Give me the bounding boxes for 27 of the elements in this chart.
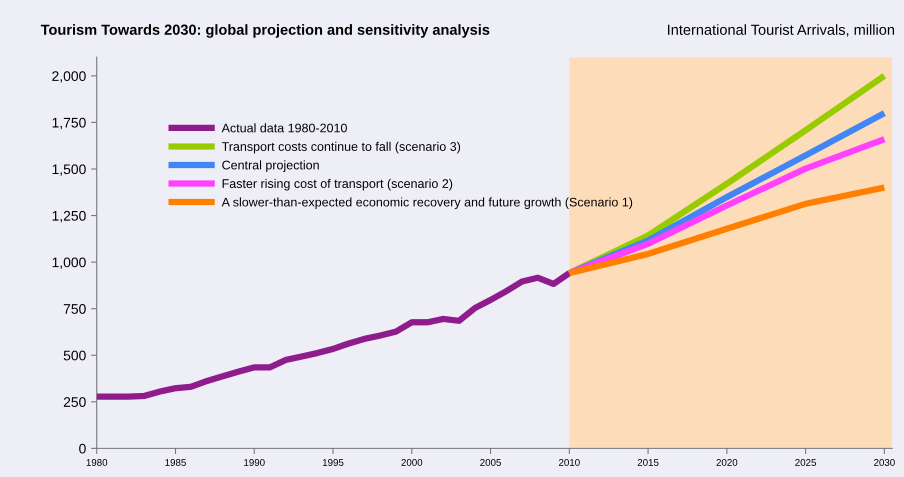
- x-tick-label: 2025: [795, 459, 816, 466]
- y-tick-label: 2,000: [52, 71, 86, 83]
- x-tick-label: 1990: [244, 459, 265, 466]
- x-tick-label: 1980: [86, 459, 108, 466]
- y-tick-label: 750: [64, 304, 86, 314]
- x-tick-label: 2005: [480, 459, 501, 466]
- x-tick-label: 1985: [165, 459, 186, 466]
- chart-title: Tourism Towards 2030: global projection and sensitivity analysis: [40, 24, 490, 38]
- legend-label: A slower-than-expected economic recovery and future growth (Scenario 1): [222, 197, 632, 210]
- legend-label: Faster rising cost of transport (scenario 2): [222, 178, 452, 190]
- legend-label: Transport costs continue to fall (scenario 3): [222, 142, 460, 154]
- legend-label: Central projection: [222, 160, 319, 172]
- x-tick-label: 1995: [322, 459, 344, 466]
- y-tick-label: 500: [64, 350, 86, 360]
- y-tick-label: 1,000: [52, 257, 86, 269]
- y-tick-label: 0: [79, 444, 86, 454]
- x-tick-label: 2030: [874, 459, 895, 466]
- x-tick-label: 2000: [401, 459, 422, 466]
- y-tick-label: 1,750: [52, 118, 86, 130]
- legend-label: Actual data 1980-2010: [222, 123, 347, 132]
- y-tick-label: 1,500: [52, 164, 86, 176]
- x-tick-label: 2015: [638, 459, 658, 466]
- chart-subtitle: International Tourist Arrivals, million: [668, 24, 894, 37]
- y-tick-label: 250: [64, 397, 86, 407]
- x-tick-label: 2020: [716, 459, 738, 466]
- y-tick-label: 1,250: [52, 210, 86, 222]
- x-tick-label: 2010: [558, 459, 580, 466]
